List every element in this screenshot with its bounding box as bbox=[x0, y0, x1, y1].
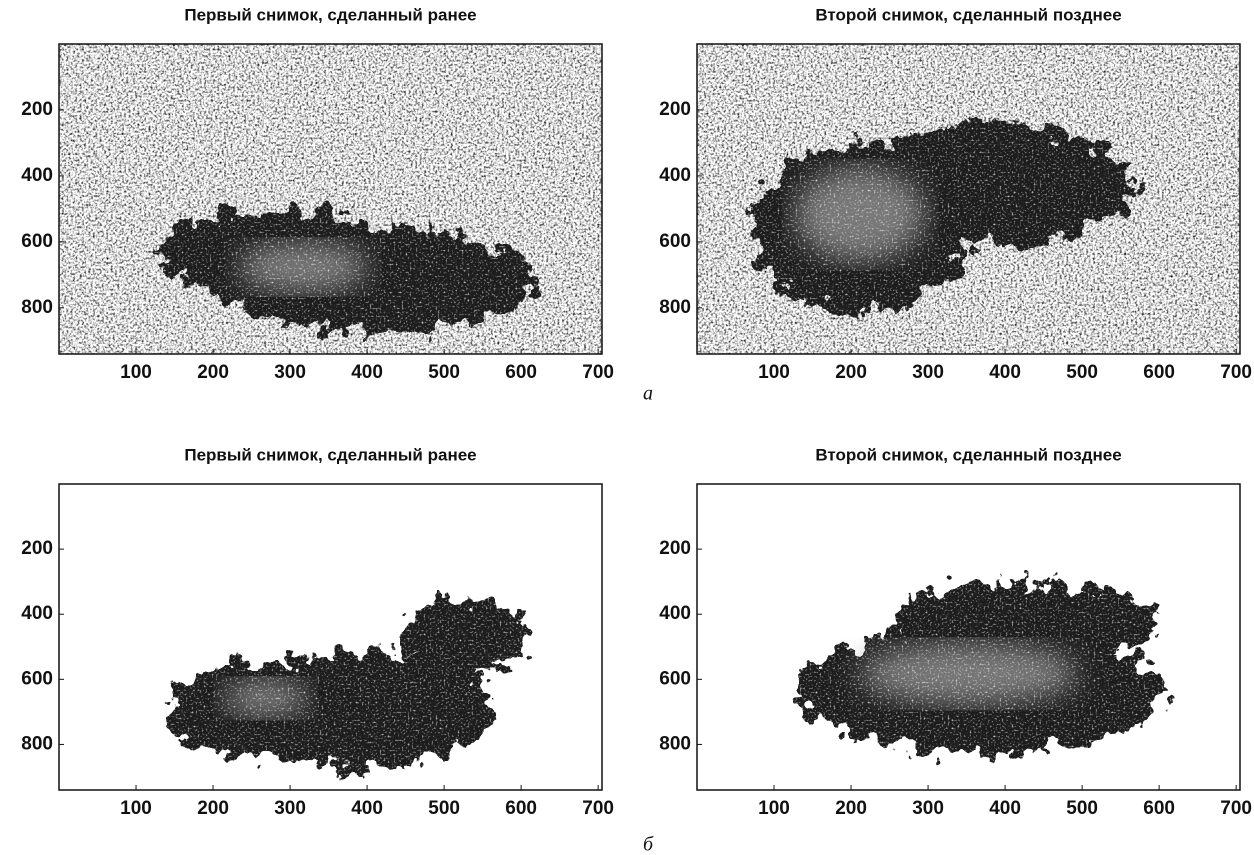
x-tick-label: 100 bbox=[758, 798, 790, 819]
x-tick-label: 600 bbox=[505, 798, 537, 819]
image-speckle bbox=[697, 44, 1240, 354]
y-tick-label: 400 bbox=[659, 165, 691, 186]
panel-title: Первый снимок, сделанный ранее bbox=[184, 5, 476, 24]
x-tick-label: 400 bbox=[351, 362, 383, 383]
caption: б bbox=[643, 834, 654, 855]
image-speckle bbox=[59, 44, 602, 354]
plot-frame bbox=[696, 483, 1241, 791]
y-tick-label: 600 bbox=[21, 668, 53, 689]
x-tick-label: 700 bbox=[582, 798, 614, 819]
x-tick-label: 300 bbox=[912, 362, 944, 383]
x-tick-label: 300 bbox=[274, 798, 306, 819]
panel-title: Первый снимок, сделанный ранее bbox=[184, 445, 476, 464]
y-tick-label: 600 bbox=[659, 231, 691, 252]
x-tick-label: 400 bbox=[989, 362, 1021, 383]
y-tick-label: 400 bbox=[659, 603, 691, 624]
x-tick-label: 200 bbox=[835, 798, 867, 819]
y-tick-label: 200 bbox=[21, 99, 53, 120]
y-tick-label: 600 bbox=[21, 231, 53, 252]
image-speckle bbox=[59, 484, 602, 790]
y-tick-label: 200 bbox=[659, 538, 691, 559]
panel: Первый снимок, сделанный ранее 100 200 300 4… bbox=[21, 5, 614, 383]
x-tick-label: 500 bbox=[428, 798, 460, 819]
x-tick-label: 200 bbox=[197, 362, 229, 383]
x-tick-label: 500 bbox=[1066, 362, 1098, 383]
panel-title: Второй снимок, сделанный позднее bbox=[815, 5, 1121, 24]
y-tick-label: 800 bbox=[21, 297, 53, 318]
plot-frame bbox=[58, 43, 603, 355]
panel: Второй снимок, сделанный позднее 100 200 30… bbox=[659, 5, 1252, 383]
image bbox=[697, 484, 1240, 790]
plot-frame bbox=[58, 483, 603, 791]
image bbox=[697, 44, 1240, 354]
x-tick-label: 700 bbox=[1220, 362, 1252, 383]
image bbox=[59, 44, 602, 354]
x-tick-label: 600 bbox=[1143, 798, 1175, 819]
x-tick-label: 200 bbox=[835, 362, 867, 383]
y-tick-label: 800 bbox=[659, 297, 691, 318]
y-tick-label: 600 bbox=[659, 668, 691, 689]
y-tick-label: 800 bbox=[21, 733, 53, 754]
image-speckle bbox=[697, 484, 1240, 790]
x-tick-label: 500 bbox=[1066, 798, 1098, 819]
y-tick-label: 800 bbox=[659, 733, 691, 754]
panel: Второй снимок, сделанный позднее 100 200 30… bbox=[659, 445, 1252, 819]
x-tick-label: 700 bbox=[582, 362, 614, 383]
x-tick-label: 500 bbox=[428, 362, 460, 383]
plot-frame bbox=[696, 43, 1241, 355]
x-tick-label: 300 bbox=[912, 798, 944, 819]
x-tick-label: 700 bbox=[1220, 798, 1252, 819]
panel-title: Второй снимок, сделанный позднее bbox=[815, 445, 1121, 464]
x-tick-label: 100 bbox=[120, 362, 152, 383]
y-tick-label: 200 bbox=[21, 538, 53, 559]
x-tick-label: 100 bbox=[120, 798, 152, 819]
x-tick-label: 400 bbox=[351, 798, 383, 819]
y-tick-label: 200 bbox=[659, 99, 691, 120]
y-tick-label: 400 bbox=[21, 165, 53, 186]
x-tick-label: 100 bbox=[758, 362, 790, 383]
x-tick-label: 400 bbox=[989, 798, 1021, 819]
panel: Первый снимок, сделанный ранее 100 200 300 4… bbox=[21, 445, 614, 819]
x-tick-label: 300 bbox=[274, 362, 306, 383]
y-tick-label: 400 bbox=[21, 603, 53, 624]
caption: а bbox=[643, 383, 653, 405]
x-tick-label: 600 bbox=[505, 362, 537, 383]
x-tick-label: 600 bbox=[1143, 362, 1175, 383]
image bbox=[59, 484, 602, 790]
x-tick-label: 200 bbox=[197, 798, 229, 819]
